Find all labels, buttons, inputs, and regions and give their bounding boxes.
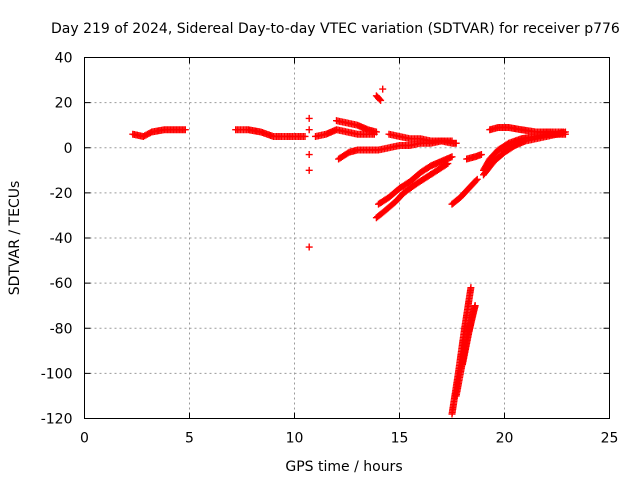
data-point	[305, 243, 313, 251]
x-tick-label: 10	[286, 431, 304, 447]
data-point	[444, 160, 452, 168]
y-tick-label: 0	[64, 141, 73, 157]
data-point	[376, 95, 384, 103]
data-point	[473, 175, 481, 183]
axis-ticks	[84, 57, 610, 419]
data-point	[305, 126, 313, 134]
y-tick-label: -120	[41, 412, 73, 428]
data-point	[477, 151, 485, 159]
y-tick-label: -100	[41, 366, 73, 382]
y-tick-label: -40	[50, 231, 73, 247]
y-tick-label: -80	[50, 321, 73, 337]
y-tick-labels: -120 -100 -80 -60 -40 -20 0 20 40	[41, 51, 73, 428]
x-tick-label: 25	[601, 431, 619, 447]
grid-lines	[84, 57, 610, 419]
data-point	[452, 139, 460, 147]
data-point	[377, 96, 385, 104]
x-tick-labels: 0 5 10 15 20 25	[80, 431, 618, 447]
y-tick-label: 40	[55, 51, 73, 67]
data-point	[305, 166, 313, 174]
data-point	[305, 114, 313, 122]
x-tick-label: 0	[80, 431, 89, 447]
x-tick-label: 20	[496, 431, 514, 447]
x-tick-label: 15	[391, 431, 409, 447]
data-point	[442, 160, 450, 168]
data-point	[301, 132, 309, 140]
x-axis-label: GPS time / hours	[285, 459, 402, 475]
x-tick-label: 5	[185, 431, 194, 447]
data-points	[129, 85, 569, 418]
y-tick-label: -60	[50, 276, 73, 292]
data-point	[448, 153, 456, 161]
data-point	[181, 126, 189, 134]
chart-title: Day 219 of 2024, Sidereal Day-to-day VTE…	[51, 21, 620, 37]
data-point	[559, 128, 567, 136]
data-point	[467, 284, 475, 292]
data-point	[472, 176, 480, 184]
y-tick-label: -20	[50, 186, 73, 202]
data-point	[471, 302, 479, 310]
data-point	[379, 85, 387, 93]
data-point	[372, 128, 380, 136]
data-point	[305, 151, 313, 159]
y-tick-label: 20	[55, 96, 73, 112]
y-axis-label: SDTVAR / TECUs	[7, 181, 23, 296]
